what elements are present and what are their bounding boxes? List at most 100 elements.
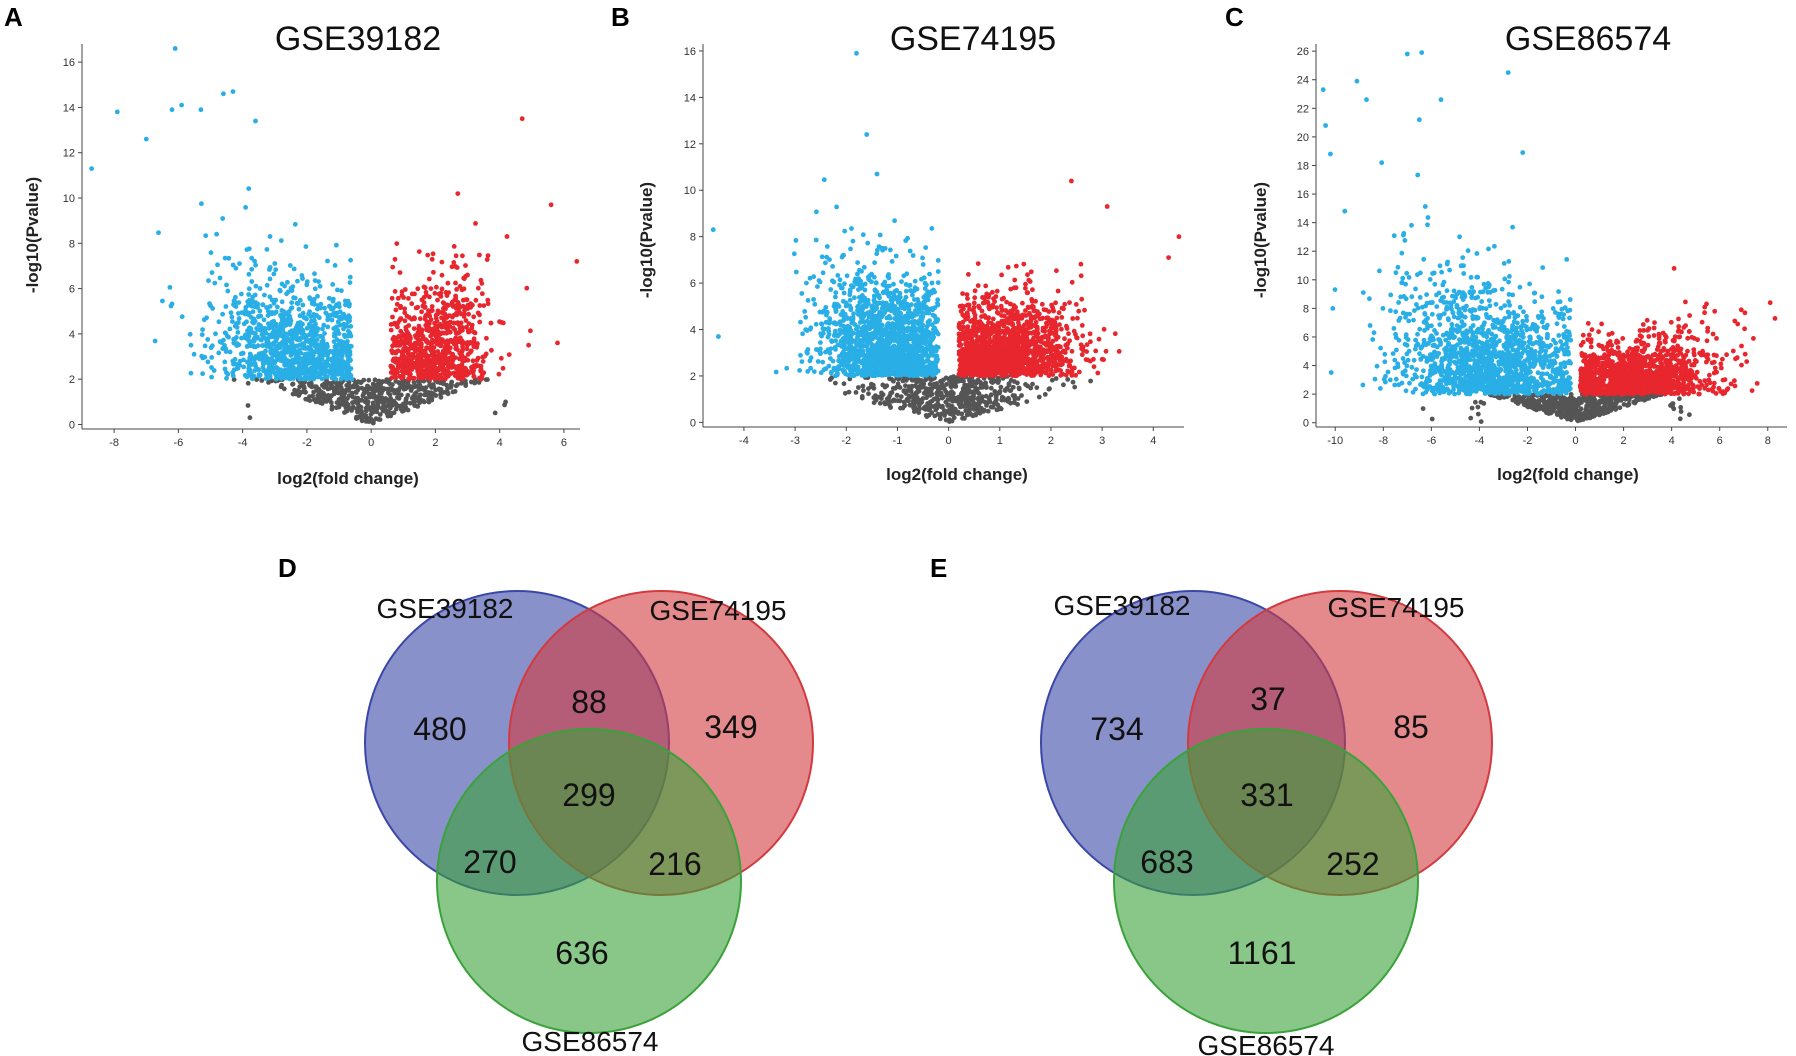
point-downregulated [330,298,336,304]
point-downregulated [930,352,935,358]
point-downregulated [877,350,883,356]
point-nonsignificant [380,388,385,393]
point-downregulated [805,347,811,352]
point-upregulated [431,354,436,359]
point-downregulated [209,355,215,360]
point-downregulated [209,270,215,275]
point-upregulated [404,340,410,346]
point-downregulated [834,204,839,210]
point-upregulated [473,297,479,303]
point-downregulated [264,247,270,252]
point-downregulated [188,370,194,376]
point-nonsignificant [933,407,939,413]
point-downregulated [291,295,296,301]
point-downregulated [877,295,882,301]
point-downregulated [823,349,828,355]
point-downregulated [873,280,879,286]
point-downregulated [311,366,317,372]
point-upregulated [432,320,437,326]
point-downregulated [328,313,333,318]
point-nonsignificant [898,394,904,400]
point-nonsignificant [395,391,401,397]
point-nonsignificant [956,401,962,407]
point-downregulated [222,330,228,336]
point-downregulated [859,268,864,274]
point-nonsignificant [407,400,413,406]
point-upregulated [413,364,418,370]
point-upregulated [413,349,418,354]
point-upregulated [475,310,481,316]
point-downregulated [866,301,871,307]
point-downregulated [303,244,309,250]
point-downregulated [925,355,931,361]
point-downregulated [828,346,834,352]
point-upregulated [390,264,396,270]
point-downregulated [854,355,860,361]
point-nonsignificant [393,378,399,384]
point-upregulated [401,371,406,377]
point-upregulated [1064,323,1069,329]
point-downregulated [286,315,292,320]
point-downregulated [260,302,266,308]
point-downregulated [203,233,209,239]
point-nonsignificant [391,399,396,405]
point-downregulated [299,331,305,336]
x-tick-label: 2 [1048,435,1054,447]
point-downregulated [933,365,939,371]
point-downregulated [249,299,255,305]
point-downregulated [224,282,229,288]
point-downregulated [226,255,232,261]
point-nonsignificant [921,405,927,411]
point-downregulated [900,361,905,367]
point-upregulated [396,333,402,339]
point-downregulated [933,356,939,362]
point-nonsignificant [1016,385,1022,391]
point-downregulated [297,342,302,348]
point-upregulated [420,336,425,342]
point-downregulated [269,319,275,325]
point-nonsignificant [970,381,975,387]
point-downregulated [904,347,910,353]
point-nonsignificant [894,392,900,398]
point-upregulated [477,319,483,325]
point-upregulated [407,334,413,339]
point-downregulated [337,370,343,376]
point-upregulated [390,336,396,342]
point-downregulated [833,321,839,327]
point-nonsignificant [868,384,874,390]
point-downregulated [852,365,858,371]
point-nonsignificant [355,387,361,393]
point-nonsignificant [859,394,865,399]
point-downregulated [857,286,863,291]
point-downregulated [285,279,290,285]
point-nonsignificant [342,410,347,415]
point-nonsignificant [377,412,383,417]
point-upregulated [498,355,504,361]
x-tick-label: 4 [497,437,503,449]
point-upregulated [439,272,445,278]
point-nonsignificant [295,388,301,394]
point-upregulated [453,293,458,299]
point-nonsignificant [417,394,422,399]
point-downregulated [813,321,819,327]
point-nonsignificant [894,384,899,390]
point-downregulated [821,177,827,183]
point-downregulated [893,314,899,320]
point-nonsignificant [405,392,411,398]
point-downregulated [291,266,297,272]
point-downregulated [243,305,249,310]
point-downregulated [347,280,353,285]
point-downregulated [935,300,940,306]
point-downregulated [854,342,860,347]
point-downregulated [317,283,323,289]
point-upregulated [484,257,490,262]
point-downregulated [849,283,854,288]
point-nonsignificant [1030,381,1035,387]
point-downregulated [272,261,278,266]
point-downregulated [898,356,903,362]
point-upregulated [468,348,474,354]
point-downregulated [342,375,348,381]
point-nonsignificant [359,414,365,420]
point-downregulated [273,309,279,315]
point-downregulated [773,369,779,375]
